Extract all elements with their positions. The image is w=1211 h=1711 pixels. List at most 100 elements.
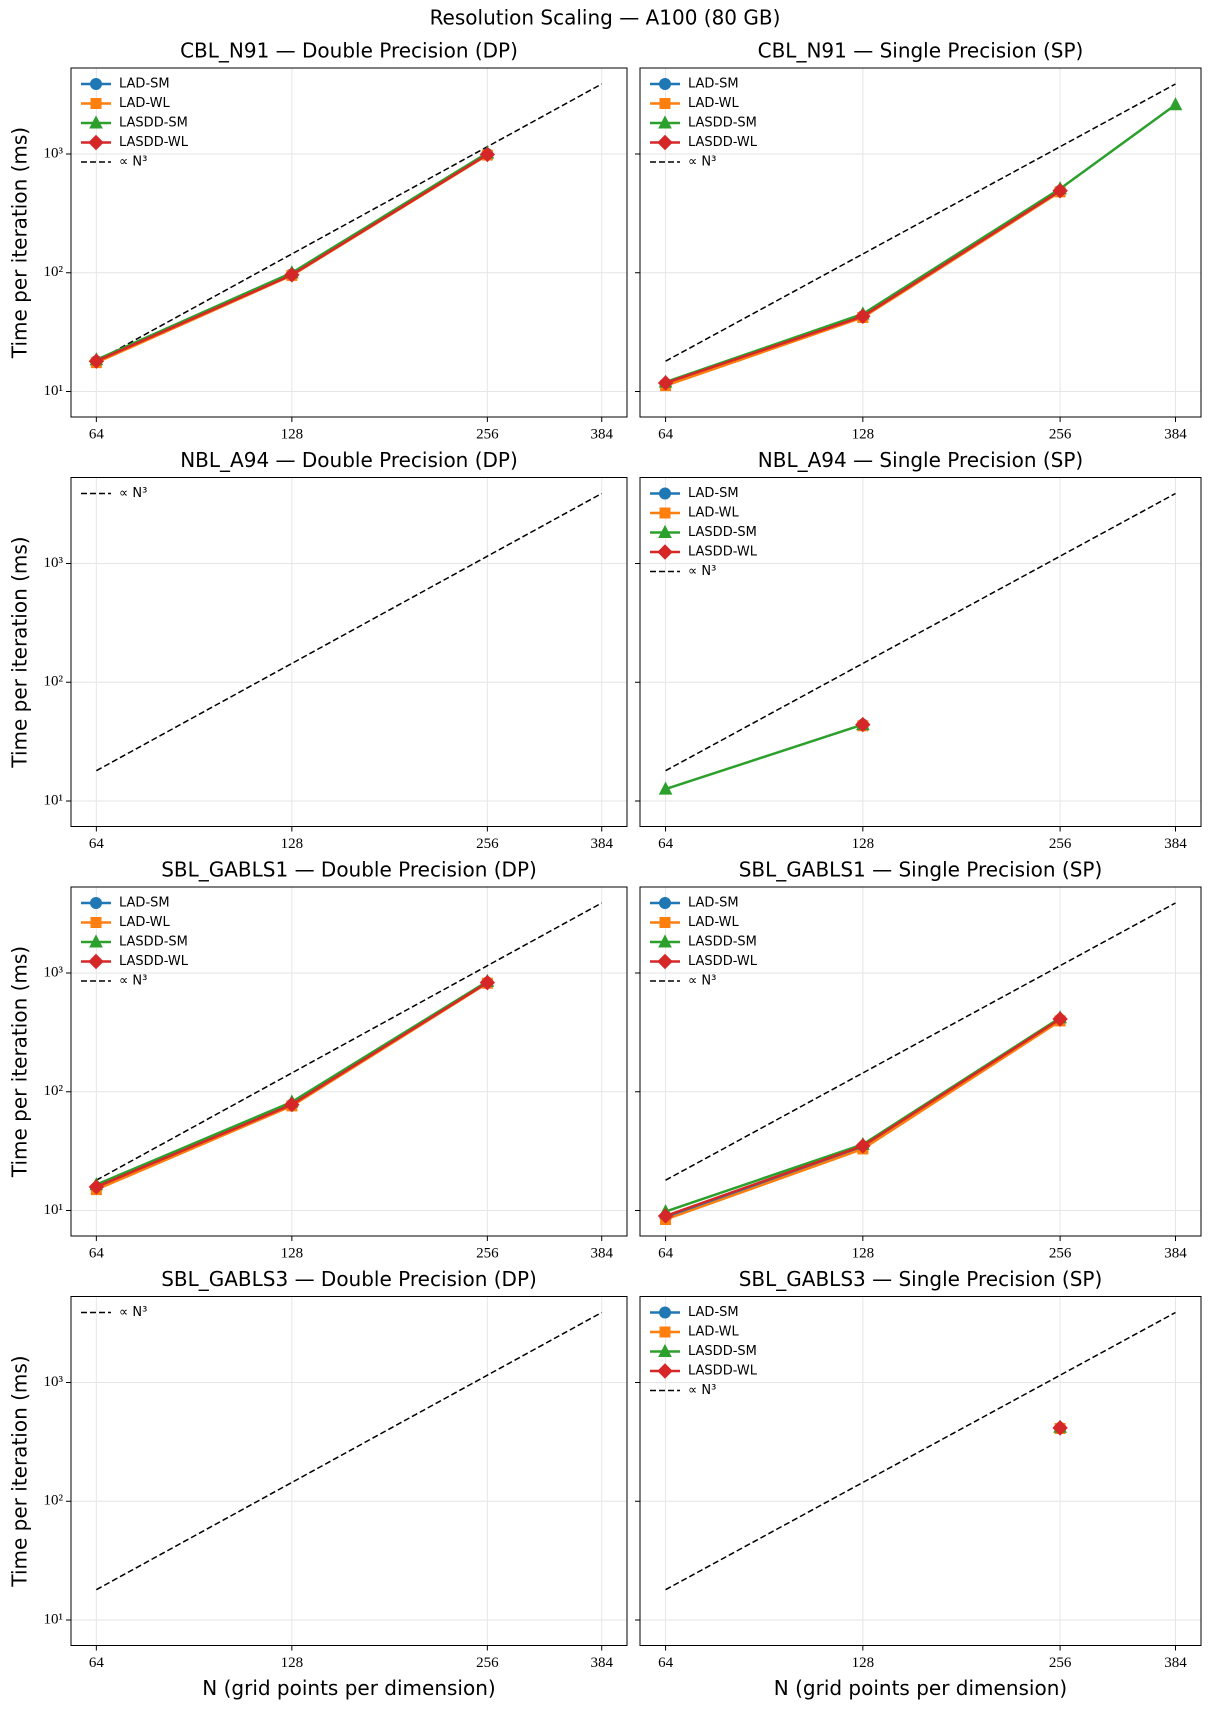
subplot-title: SBL_GABLS1 — Single Precision (SP) [739, 858, 1103, 882]
x-axis-label: N (grid points per dimension) [774, 1676, 1067, 1700]
legend-marker [658, 934, 672, 948]
plot-frame [70, 477, 628, 827]
legend-marker [659, 917, 671, 928]
series-line [665, 723, 864, 791]
legend-label: ∝ N³ [119, 974, 147, 989]
series-line [95, 492, 603, 772]
x-tick-label: 64 [89, 1655, 105, 1671]
legend-marker [659, 98, 671, 109]
legend-label: LAD-SM [688, 77, 739, 92]
y-tick-label: 10² [44, 1083, 64, 1099]
legend-marker [659, 1306, 671, 1319]
legend-label: LASDD-SM [688, 525, 757, 540]
series-line [665, 1311, 1176, 1591]
plot-frame [70, 67, 628, 418]
x-tick-label: 128 [852, 426, 875, 442]
legend-label: LASDD-WL [688, 135, 758, 150]
y-tick-label: 10¹ [44, 383, 64, 399]
legend-label: LASDD-SM [119, 116, 188, 131]
x-tick-label: 384 [1164, 836, 1187, 852]
legend-label: ∝ N³ [119, 1305, 147, 1320]
subplot-title: NBL_A94 — Double Precision (DP) [180, 448, 518, 472]
y-tick-label: 10¹ [44, 1202, 64, 1218]
subplot-title: CBL_N91 — Single Precision (SP) [758, 39, 1084, 63]
subplot-title: SBL_GABLS3 — Double Precision (DP) [161, 1267, 537, 1291]
marker [658, 781, 673, 795]
series-line [95, 902, 603, 1181]
legend-label: LAD-WL [688, 506, 739, 521]
legend-label: LASDD-WL [688, 954, 758, 969]
legend-marker [90, 78, 102, 90]
legend-marker [658, 524, 672, 538]
x-tick-label: 384 [590, 1245, 613, 1261]
legend-label: LAD-WL [688, 96, 739, 111]
y-tick-label: 10¹ [44, 1611, 64, 1627]
legend-marker [90, 897, 102, 909]
marker [855, 1138, 871, 1154]
marker [1052, 1420, 1068, 1436]
x-axis-label: N (grid points per dimension) [202, 1676, 495, 1700]
x-tick-label: 64 [89, 1245, 105, 1261]
legend-marker [658, 115, 672, 129]
y-tick-label: 10³ [44, 555, 64, 571]
x-tick-label: 64 [658, 426, 674, 442]
legend-label: ∝ N³ [119, 486, 147, 501]
x-tick-label: 256 [1049, 1655, 1072, 1671]
x-tick-label: 64 [658, 1245, 674, 1261]
x-tick-label: 256 [1049, 426, 1072, 442]
legend-marker [657, 544, 673, 560]
legend-marker [88, 953, 104, 970]
legend-label: LAD-WL [119, 915, 170, 930]
subplot-title: NBL_A94 — Single Precision (SP) [758, 448, 1083, 472]
legend-label: LASDD-SM [688, 1344, 757, 1359]
y-axis-label: Time per iteration (ms) [8, 127, 32, 359]
y-tick-label: 10³ [44, 145, 64, 161]
legend-label: LAD-SM [688, 486, 739, 501]
subplot-title: CBL_N91 — Double Precision (DP) [180, 39, 518, 63]
marker [479, 146, 496, 163]
x-tick-label: 128 [852, 836, 875, 852]
plot-frame [639, 67, 1202, 418]
plot-frame [639, 477, 1202, 827]
series-line [95, 1311, 603, 1591]
marker [284, 1096, 300, 1113]
legend-marker [659, 507, 671, 519]
y-tick-label: 10² [44, 1493, 64, 1509]
series-line [665, 902, 1176, 1181]
legend-label: LAD-SM [119, 896, 170, 911]
marker [88, 353, 105, 369]
x-tick-label: 64 [89, 836, 105, 852]
legend-marker [657, 1363, 673, 1379]
marker [657, 375, 674, 391]
x-tick-label: 256 [476, 1245, 499, 1261]
legend-label: ∝ N³ [688, 564, 716, 579]
x-tick-label: 64 [89, 426, 105, 442]
legend-marker [658, 1343, 672, 1357]
x-tick-label: 256 [476, 1655, 499, 1671]
plot-frame [639, 886, 1202, 1237]
legend-label: ∝ N³ [688, 155, 716, 170]
legend-label: LASDD-WL [119, 954, 189, 969]
legend-marker [89, 115, 103, 129]
series-line [95, 83, 603, 362]
legend-marker [90, 98, 102, 109]
legend-marker [659, 1326, 671, 1338]
series-line [665, 492, 1176, 772]
legend-label: LASDD-WL [119, 135, 189, 150]
x-tick-label: 64 [658, 836, 674, 852]
x-tick-label: 384 [590, 836, 613, 852]
legend-label: LAD-WL [119, 96, 170, 111]
marker [855, 716, 871, 733]
marker [1168, 97, 1183, 111]
legend-marker [657, 134, 673, 151]
marker [284, 267, 300, 283]
series-line [665, 83, 1176, 362]
x-tick-label: 64 [658, 1655, 674, 1671]
x-tick-label: 384 [1164, 426, 1187, 442]
y-tick-label: 10³ [44, 1374, 64, 1390]
marker [855, 308, 871, 324]
legend-label: LAD-SM [688, 896, 739, 911]
marker [88, 1179, 105, 1195]
series-line [665, 103, 1177, 384]
